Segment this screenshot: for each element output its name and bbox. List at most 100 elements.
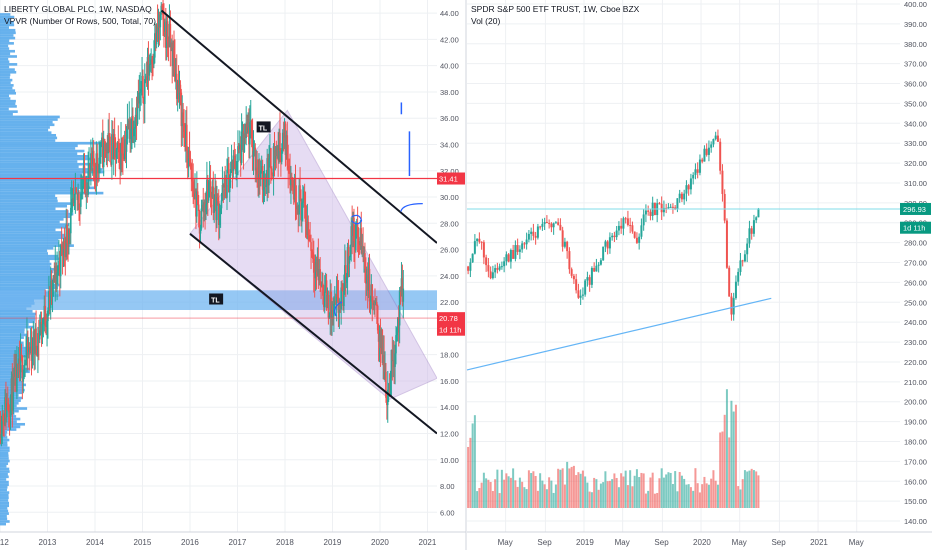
candle-body [111,134,113,165]
candle-body [151,59,153,64]
volume-bar [656,492,659,508]
price-tick-label: 32.00 [440,167,459,176]
candle-body [518,249,521,252]
candle-body [351,226,353,236]
volume-bar [622,476,625,508]
candle-body [253,147,256,151]
candle-body [194,193,196,199]
volume-profile-row [0,520,10,523]
candle-body [57,269,59,273]
volume-bar [676,491,679,508]
candle-body [217,196,219,202]
candle-body [190,163,193,179]
volume-bar [680,475,683,508]
volume-profile-row [0,223,70,226]
candle-body [94,172,97,179]
candle-body [361,246,363,254]
candle-body [144,76,147,80]
candle-body [102,139,105,168]
candle-body [77,194,79,201]
candle-body [29,347,32,351]
candle-body [25,355,27,364]
candle-body [602,246,605,261]
candle-body [274,150,277,164]
volume-profile-row [0,378,21,381]
volume-profile-row [0,480,9,484]
time-tick-label: May [732,538,747,547]
candle-body [224,177,226,186]
volume-profile-row [0,78,13,82]
candle-body [38,330,41,340]
candle-body [136,99,139,125]
price-tick-label: 10.00 [440,456,459,465]
volume-profile-row [0,354,28,358]
candle-body [334,300,337,304]
candle-body [494,268,497,273]
volume-profile-row [0,215,71,219]
candle-body [545,222,548,224]
candle-body [100,141,102,157]
candle-body [647,210,650,212]
volume-profile-row [0,86,13,90]
left-chart-pane[interactable]: TL TL 44.00 42.00 40.00 38.00 36.00 34.00 32.00… [0,0,466,547]
candle-body [716,135,719,142]
volume-bar [725,389,728,508]
volume-bar [579,473,582,508]
volume-bar [543,484,546,508]
candle-body [312,252,314,259]
candle-body [304,206,307,222]
candle-body [356,222,359,237]
volume-profile-row [0,210,69,213]
candle-body [164,21,167,48]
volume-bar [597,489,600,508]
volume-bar [694,468,697,508]
price-tick-label: 230.00 [904,338,927,347]
candle-body [250,120,253,139]
price-tick-label: 34.00 [440,140,459,149]
price-tick-label: 210.00 [904,378,927,387]
candle-body [335,294,338,304]
volume-bar [728,437,731,508]
volume-profile-row [0,102,16,106]
volume-profile-row [0,265,51,268]
candle-body [251,138,254,157]
volume-profile-row [0,107,9,111]
volume-bar [590,492,593,508]
price-axis-background [900,0,932,532]
volume-profile-row [0,394,19,397]
volume-bar [588,491,591,508]
candle-body [310,242,312,251]
time-tick-label: 2016 [181,538,199,547]
candle-body [282,132,285,138]
candle-body [370,284,373,300]
candle-body [121,142,123,154]
volume-profile-row [0,320,35,324]
candle-body [395,335,397,354]
volume-profile-row [0,63,18,66]
candle-body [49,280,52,308]
candle-body [18,358,21,373]
candle-body [200,208,203,229]
candle-body [21,356,24,382]
candle-body [185,124,187,147]
volume-bar [498,493,501,508]
candle-body [471,253,474,263]
candle-body [525,239,528,245]
price-tick-label: 26.00 [440,246,459,255]
candle-body [721,170,724,194]
candle-body [588,277,591,285]
candle-body [671,206,674,208]
candle-body [635,237,638,243]
candle-body [104,142,107,151]
candle-body [599,260,602,265]
volume-profile-row [0,310,33,313]
candle-body [150,59,152,64]
candle-body [678,193,681,199]
candle-body [73,194,76,204]
volume-profile-row [0,483,9,487]
volume-bar [669,472,672,508]
volume-profile-row [0,231,63,234]
candle-body [169,23,172,48]
volume-profile-row [0,155,90,158]
right-chart-pane[interactable]: 400.00 390.00 380.00 370.00 360.00 350.00 340.… [466,0,932,547]
